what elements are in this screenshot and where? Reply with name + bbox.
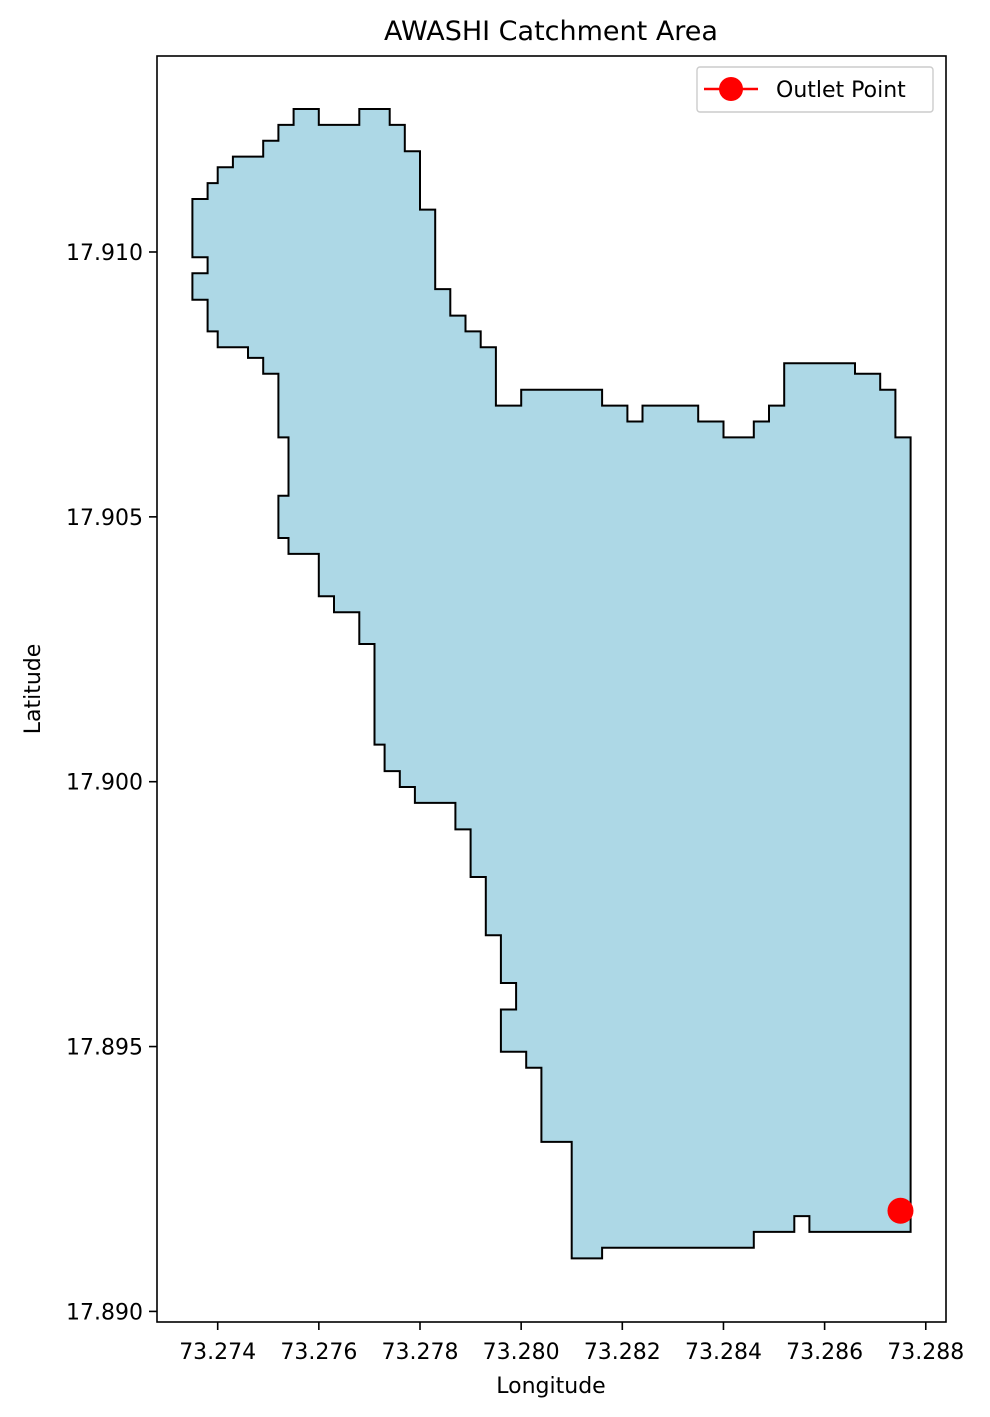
x-tick-label: 73.282 <box>584 1340 661 1365</box>
x-tick-label: 73.276 <box>280 1340 357 1365</box>
x-tick-label: 73.278 <box>382 1340 459 1365</box>
x-tick-label: 73.286 <box>786 1340 863 1365</box>
x-axis-ticks: 73.274 73.276 73.278 73.280 73.282 73.284 73.2… <box>179 1322 964 1365</box>
legend-box <box>696 66 934 113</box>
y-tick-label: 17.895 <box>66 1036 143 1061</box>
catchment-polygon <box>191 108 912 1260</box>
legend-marker <box>719 77 743 101</box>
y-axis-ticks: 17.890 17.895 17.900 17.905 17.910 <box>66 241 157 1325</box>
chart-title: AWASHI Catchment Area <box>384 16 718 47</box>
x-tick-label: 73.274 <box>179 1340 256 1365</box>
legend-label: Outlet Point <box>776 78 906 103</box>
plot-area <box>191 108 914 1260</box>
legend: Outlet Point <box>696 66 934 113</box>
axes-frame <box>156 55 947 1323</box>
y-axis-label: Latitude <box>21 644 46 735</box>
y-tick-label: 17.905 <box>66 506 143 531</box>
x-tick-label: 73.284 <box>685 1340 762 1365</box>
y-tick-label: 17.890 <box>66 1300 143 1325</box>
outlet-point-marker <box>887 1197 914 1224</box>
x-tick-label: 73.288 <box>887 1340 964 1365</box>
x-axis-label: Longitude <box>496 1374 605 1399</box>
y-tick-label: 17.910 <box>66 241 143 266</box>
y-tick-label: 17.900 <box>66 771 143 796</box>
x-tick-label: 73.280 <box>483 1340 560 1365</box>
